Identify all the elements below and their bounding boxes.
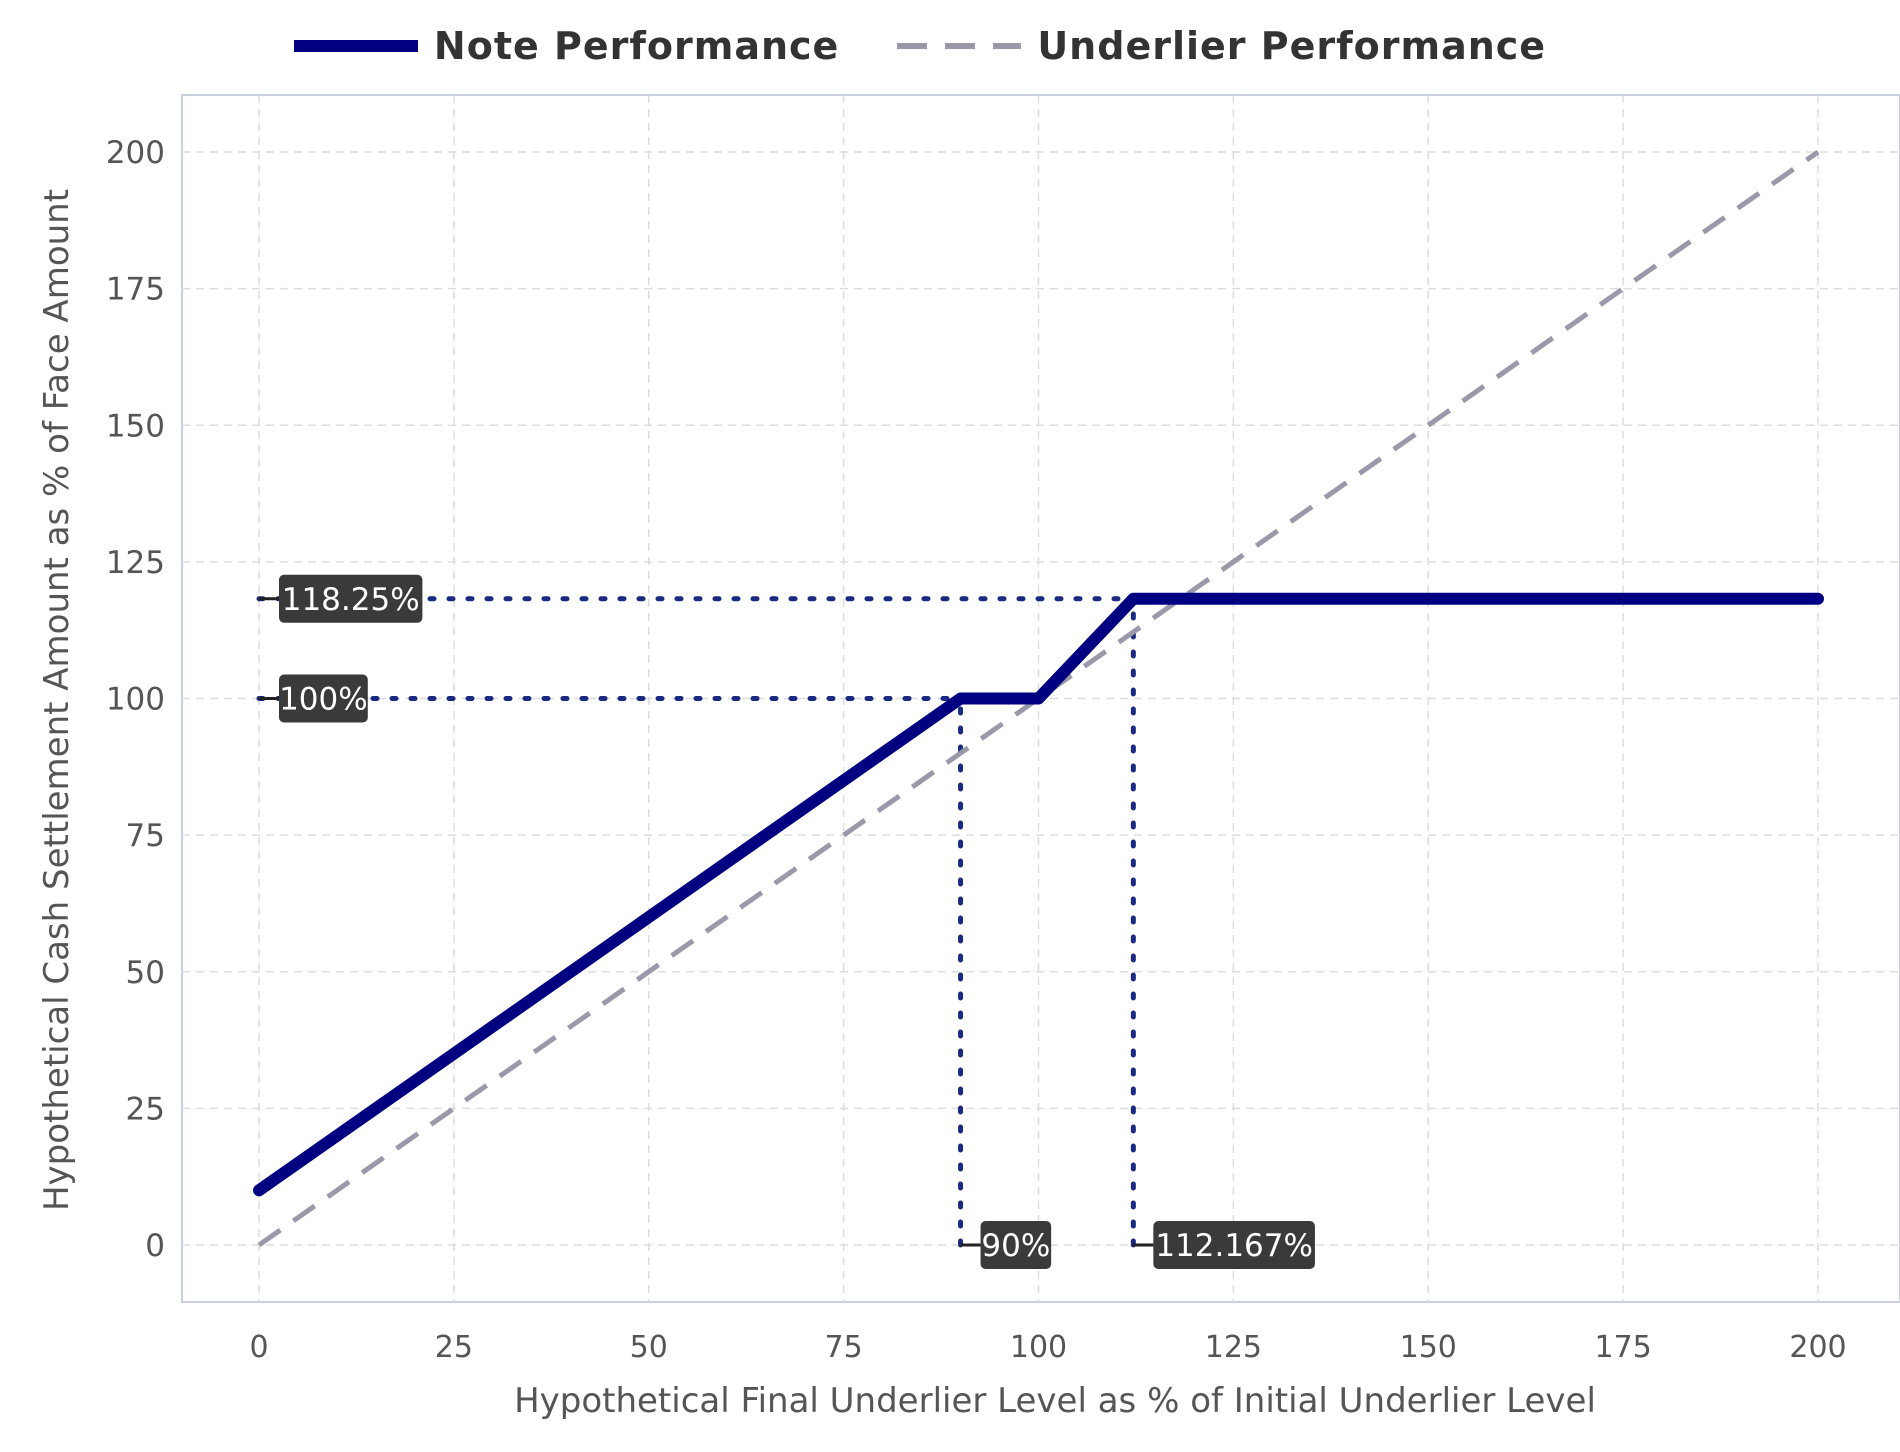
y-tick-label: 125 (106, 545, 165, 581)
note-performance-line (253, 592, 1824, 1197)
y-tick-label: 200 (106, 135, 165, 171)
y-tick-label: 25 (126, 1091, 165, 1127)
legend-swatch-note (293, 40, 418, 52)
x-tick-label: 25 (435, 1330, 473, 1365)
x-tick-label: 75 (825, 1330, 863, 1365)
underlier-performance-line (257, 149, 1820, 1248)
legend: Note Performance Underlier Performance (0, 24, 1870, 68)
annotation-label: 112.167% (1155, 1228, 1313, 1264)
guide-lines (256, 596, 1136, 1248)
legend-item-underlier[interactable]: Underlier Performance (897, 24, 1546, 68)
y-tick-label: 50 (126, 955, 165, 991)
annotation-box (980, 1221, 1052, 1269)
legend-label-note: Note Performance (433, 24, 840, 68)
annotation-box (1153, 1221, 1315, 1269)
x-tick-label: 175 (1594, 1330, 1651, 1365)
annotation-box (279, 574, 423, 623)
tick-labels: 0 25 50 75 100 125 150 175 200 0 25 50 75 100 125 150 17… (106, 135, 1847, 1365)
y-tick-label: 0 (145, 1228, 165, 1264)
y-tick-label: 150 (106, 408, 165, 444)
x-tick-label: 200 (1789, 1330, 1846, 1365)
x-axis-label: Hypothetical Final Underlier Level as % … (514, 1381, 1596, 1421)
annotation-label: 100% (279, 682, 368, 718)
x-tick-label: 0 (249, 1330, 268, 1365)
annotation-labels: 118.25% 100% 90% 112.167% (259, 574, 1315, 1269)
annotation-label: 90% (981, 1228, 1050, 1264)
series-lines (253, 149, 1824, 1248)
legend-swatch-underlier (897, 43, 1022, 49)
annotation-box (279, 674, 368, 723)
x-tick-label: 150 (1400, 1330, 1457, 1365)
x-tick-label: 50 (630, 1330, 668, 1365)
legend-label-underlier: Underlier Performance (1037, 24, 1547, 68)
y-tick-label: 175 (106, 272, 165, 308)
y-tick-label: 100 (106, 682, 165, 718)
y-axis-label: Hypothetical Cash Settlement Amount as %… (37, 189, 77, 1211)
x-tick-label: 125 (1205, 1330, 1262, 1365)
annotation-label: 118.25% (282, 582, 420, 618)
x-tick-label: 100 (1010, 1330, 1067, 1365)
y-tick-label: 75 (126, 818, 165, 854)
legend-item-note[interactable]: Note Performance (293, 24, 840, 68)
